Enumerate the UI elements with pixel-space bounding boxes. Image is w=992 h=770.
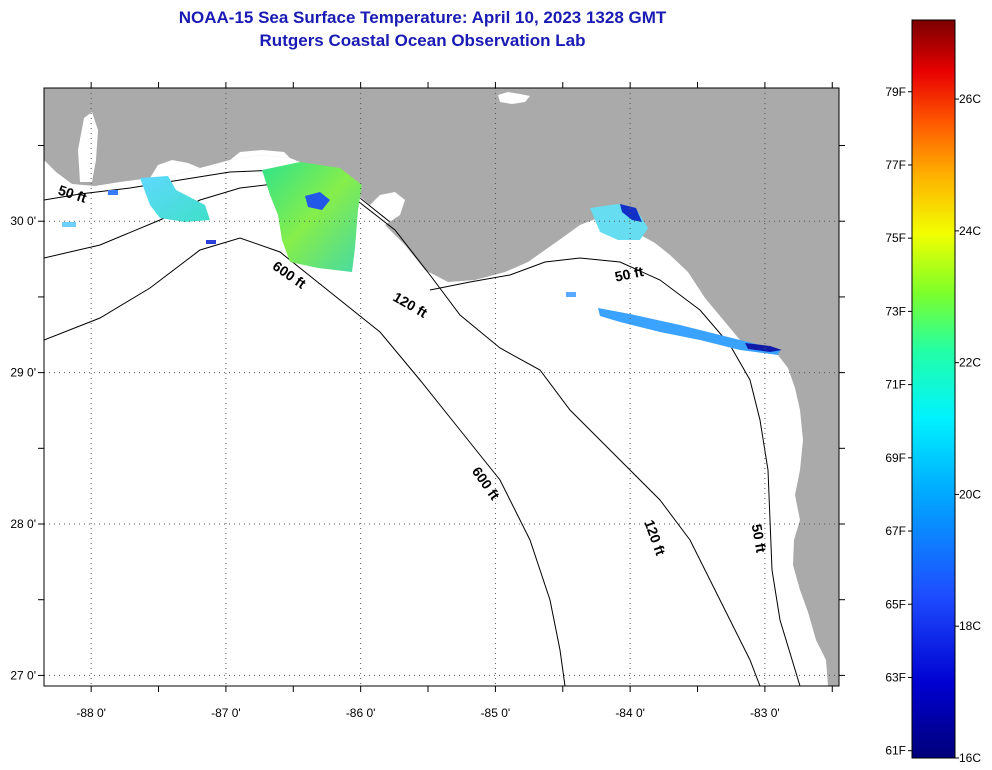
lon-tick-label: -86 0' [346,706,376,720]
colorbar-f-label: 69F [885,451,906,465]
sst-observations [62,162,782,355]
isobath-120ft [44,181,761,686]
lat-tick-label: 28 0' [10,517,36,531]
colorbar-c-label: 24C [959,224,981,238]
colorbar-labels: 79F 77F 75F 73F 71F 69F 67F 65F 63F 61F 26C 24C 22C 2… [885,85,981,765]
colorbar-f-label: 79F [885,85,906,99]
lat-tick-label: 29 0' [10,366,36,380]
sst-patch-coast-strip [598,308,780,355]
title-line-2: Rutgers Coastal Ocean Observation Lab [259,31,586,50]
lon-tick-label: -88 0' [76,706,106,720]
colorbar-f-label: 75F [885,231,906,245]
sst-speckle-1 [62,222,76,227]
colorbar-f-label: 65F [885,597,906,611]
lon-tick-label: -87 0' [211,706,241,720]
apalachee-area [370,192,405,225]
colorbar-f-label: 77F [885,158,906,172]
isobath-50ft-east [429,257,801,686]
map-title: NOAA-15 Sea Surface Temperature: April 1… [0,6,845,52]
choctawhatchee-bay [230,150,290,160]
land-mass [44,88,839,686]
sst-patch-coast-dark [745,343,782,352]
lat-tick-label: 27 0' [10,668,36,682]
axis-tick-labels: -88 0' -87 0' -86 0' -85 0' -84 0' -83 0' 30 0… [10,214,779,720]
map-border [43,87,840,687]
temperature-colorbar [911,19,956,759]
axis-ticks [38,82,845,692]
sst-speckle-4 [566,292,576,297]
title-line-1: NOAA-15 Sea Surface Temperature: April 1… [178,8,667,27]
inland-lake [498,92,530,104]
map-content [44,88,839,686]
colorbar-f-label: 67F [885,524,906,538]
colorbar-f-label: 63F [885,670,906,684]
colorbar-c-label: 16C [959,751,981,765]
sst-speckle-2 [108,190,118,195]
lon-tick-label: -85 0' [481,706,511,720]
pensacola-bay [150,160,200,178]
sst-patch-pensacola [140,176,210,222]
isobath-label: 50 ft [613,263,645,285]
lon-tick-label: -83 0' [750,706,780,720]
colorbar-c-label: 26C [959,92,981,106]
lat-tick-label: 30 0' [10,214,36,228]
sst-patch-panhandle [262,162,362,272]
sst-patch-cool-core [305,192,330,210]
colorbar-f-label: 73F [885,304,906,318]
mobile-bay [78,112,98,182]
sst-patch-big-bend-edge [620,204,642,222]
colorbar-c-label: 20C [959,487,981,501]
sst-speckle-3 [206,240,216,244]
colorbar-c-label: 22C [959,356,981,370]
lon-tick-label: -84 0' [615,706,645,720]
colorbar-c-label: 18C [959,619,981,633]
colorbar-f-label: 61F [885,744,906,758]
isobath-600ft [44,237,566,686]
isobath-label: 50 ft [749,523,770,554]
colorbar-f-label: 71F [885,378,906,392]
